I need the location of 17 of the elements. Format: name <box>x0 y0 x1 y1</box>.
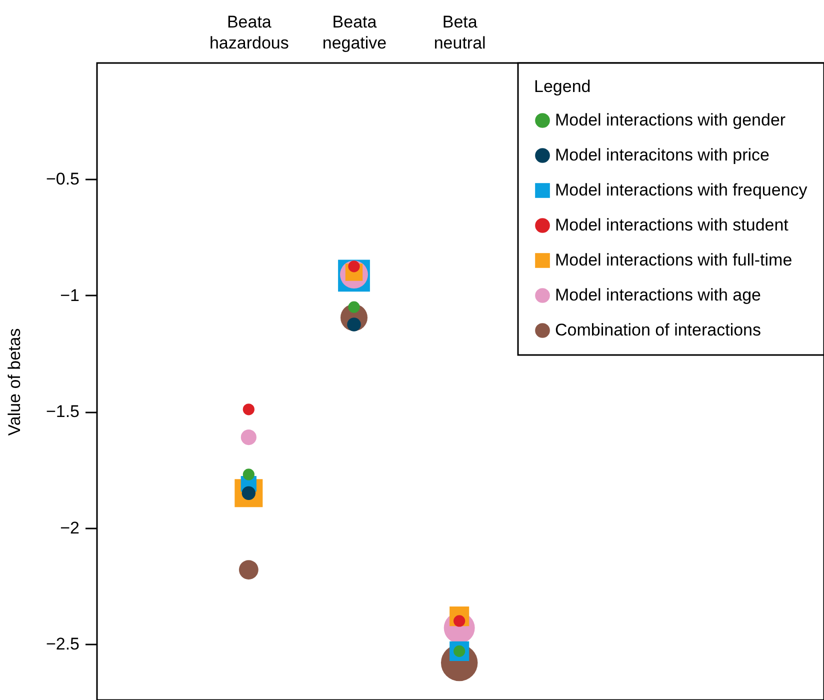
y-tick-label: −1.5 <box>46 402 80 422</box>
legend-label: Model interactions with gender <box>555 110 786 130</box>
y-tick-label: −0.5 <box>46 170 80 189</box>
legend-title: Legend <box>534 77 591 96</box>
legend-label: Model interactions with student <box>555 216 789 234</box>
legend-label: Combination of interactions <box>555 320 762 340</box>
x-tick-label: Beta neutral <box>434 12 486 52</box>
legend-label: Model interacitons with price <box>555 146 770 164</box>
x-tick-label: Beata negative <box>322 12 387 52</box>
y-tick-label: −1 <box>60 286 80 305</box>
legend-label: Model interactions with frequency <box>555 180 808 200</box>
x-tick-label: Beata hazardous <box>209 12 289 52</box>
y-tick-label: −2.5 <box>46 634 80 654</box>
y-tick-label: −2 <box>60 518 80 538</box>
y-axis-title: Value of betas <box>4 328 24 436</box>
legend-label: Model interactions with age <box>555 286 762 304</box>
legend-label: Model interactions with full-time <box>555 250 792 270</box>
